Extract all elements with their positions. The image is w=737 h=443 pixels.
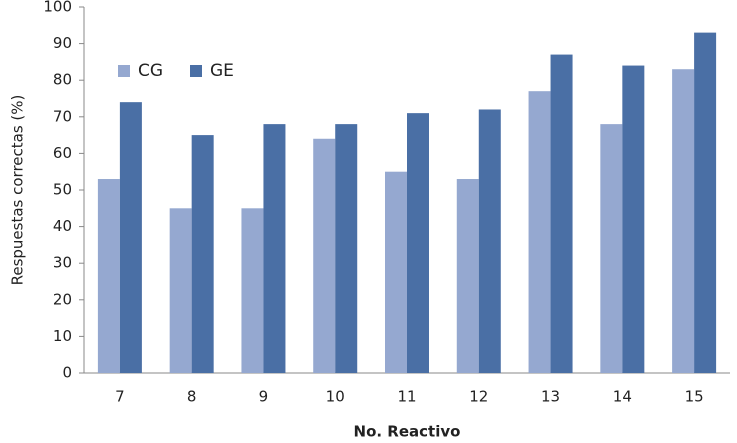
x-tick-label: 9 bbox=[259, 388, 269, 406]
bar bbox=[191, 135, 214, 373]
y-tick-label: 60 bbox=[53, 144, 72, 162]
y-tick-label: 10 bbox=[53, 327, 72, 345]
y-tick-label: 0 bbox=[62, 364, 72, 382]
bar bbox=[622, 65, 645, 373]
bar bbox=[97, 179, 120, 373]
legend-label: GE bbox=[210, 61, 234, 81]
bar bbox=[478, 109, 501, 373]
bar bbox=[456, 179, 479, 373]
y-tick-label: 20 bbox=[53, 290, 72, 308]
x-tick-label: 11 bbox=[397, 388, 416, 406]
y-tick-label: 100 bbox=[43, 0, 72, 16]
x-tick-label: 12 bbox=[469, 388, 488, 406]
x-tick-label: 10 bbox=[326, 388, 345, 406]
y-tick-label: 80 bbox=[53, 71, 72, 89]
x-tick-label: 13 bbox=[541, 388, 560, 406]
bar bbox=[263, 124, 286, 374]
y-tick-label: 90 bbox=[53, 34, 72, 52]
bar bbox=[550, 54, 573, 374]
bar bbox=[119, 102, 142, 373]
legend-label: CG bbox=[138, 61, 163, 81]
y-axis-label: Respuestas correctas (%) bbox=[9, 95, 27, 286]
bar bbox=[600, 124, 623, 374]
y-tick-label: 30 bbox=[53, 254, 72, 272]
x-axis-label: No. Reactivo bbox=[354, 423, 461, 441]
bar bbox=[672, 69, 695, 373]
legend-swatch bbox=[118, 65, 130, 77]
y-tick-label: 70 bbox=[53, 107, 72, 125]
x-tick-label: 8 bbox=[187, 388, 197, 406]
y-tick-label: 50 bbox=[53, 181, 72, 199]
x-tick-label: 14 bbox=[613, 388, 632, 406]
bar bbox=[313, 138, 336, 373]
bar bbox=[335, 124, 358, 374]
bar bbox=[241, 208, 264, 373]
bar bbox=[169, 208, 192, 373]
y-tick-label: 40 bbox=[53, 217, 72, 235]
bar bbox=[407, 113, 429, 373]
bar bbox=[385, 171, 407, 373]
x-tick-label: 15 bbox=[685, 388, 704, 406]
bar bbox=[528, 91, 551, 374]
bar bbox=[694, 32, 717, 374]
x-tick-label: 7 bbox=[115, 388, 125, 406]
legend-swatch bbox=[190, 65, 202, 77]
